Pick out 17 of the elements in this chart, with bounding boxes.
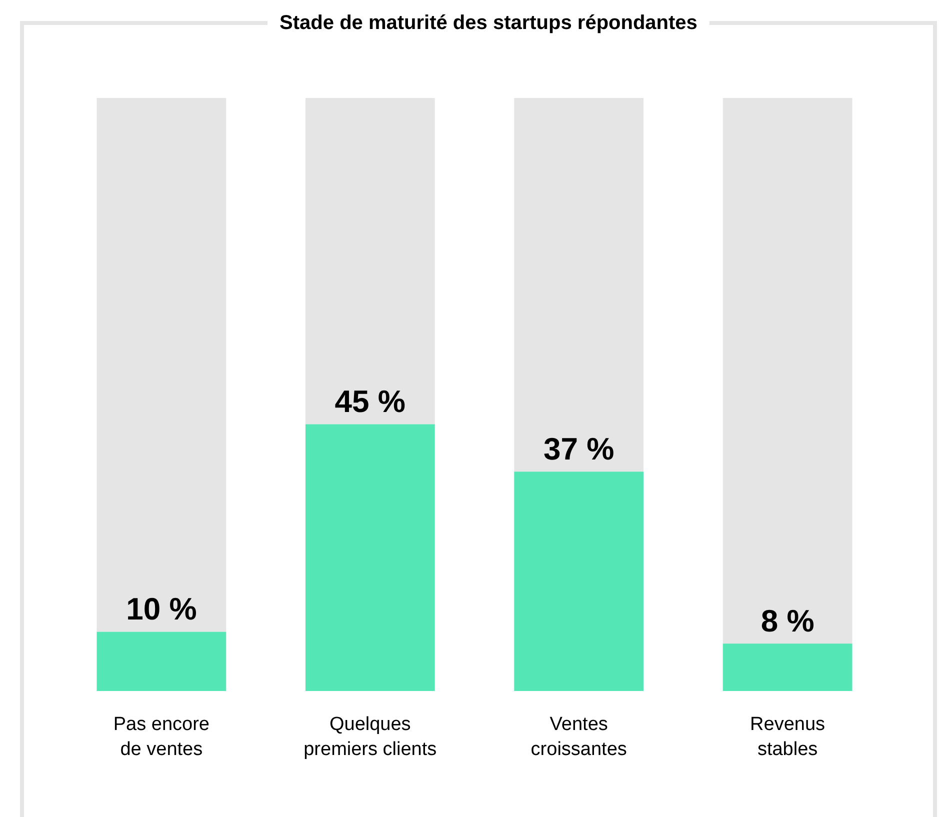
bar	[722, 98, 852, 644]
data-label: 45 %	[334, 384, 406, 420]
bar	[96, 632, 226, 691]
chart-title: Stade de maturité des startups répondantes	[280, 12, 698, 34]
x-tick-label: Ventes croissantes	[530, 714, 627, 760]
x-tick-label: Revenus stables	[750, 714, 826, 760]
bar	[305, 98, 435, 424]
data-label: 8 %	[760, 604, 814, 639]
bar	[96, 98, 226, 632]
bar	[514, 98, 644, 472]
x-tick-label: Quelques premiers clients	[304, 714, 437, 760]
bar	[514, 472, 644, 691]
bar	[305, 424, 435, 691]
bar	[722, 644, 852, 691]
data-label: 10 %	[126, 592, 197, 627]
data-label: 37 %	[544, 432, 614, 467]
x-tick-label: Pas encore de ventes	[113, 714, 210, 760]
